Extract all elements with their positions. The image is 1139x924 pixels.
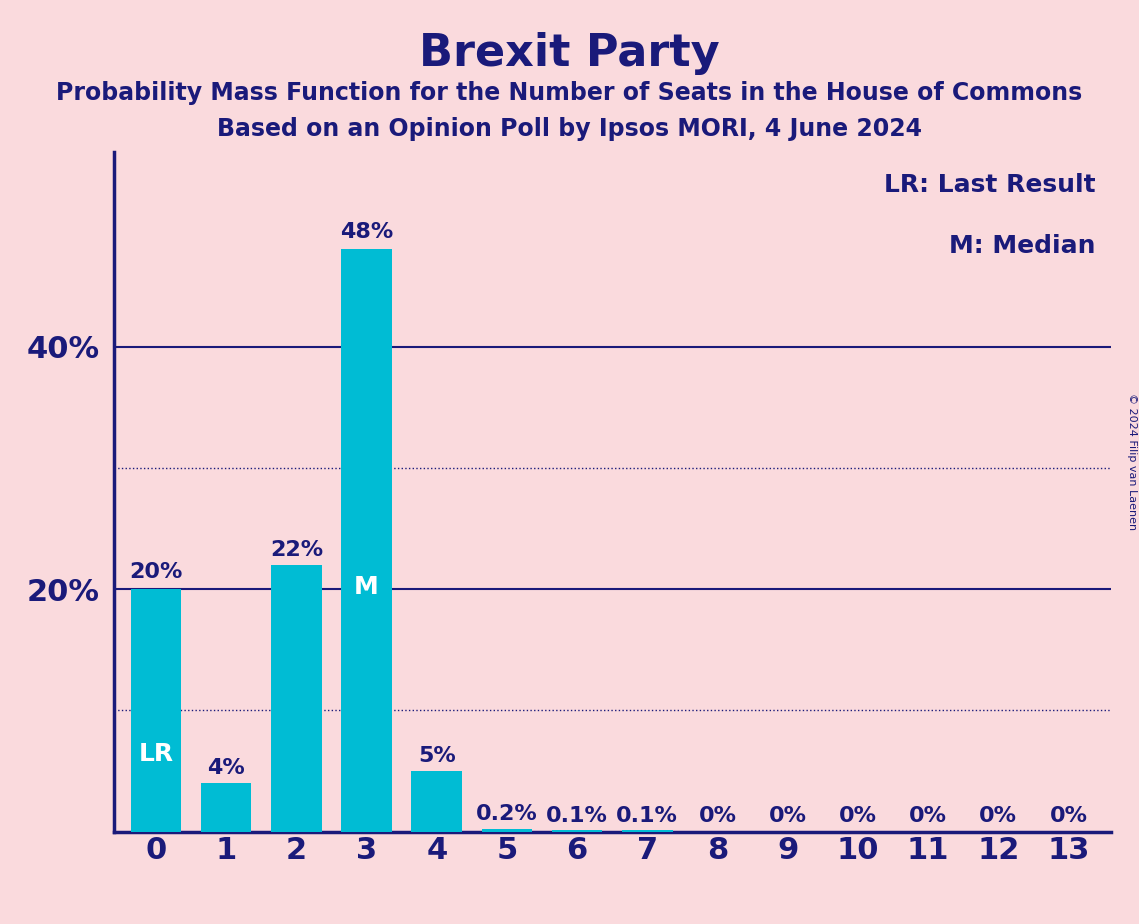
Bar bbox=[552, 831, 603, 832]
Text: 0.2%: 0.2% bbox=[476, 804, 538, 824]
Bar bbox=[622, 831, 672, 832]
Text: Brexit Party: Brexit Party bbox=[419, 32, 720, 76]
Text: 20%: 20% bbox=[130, 562, 182, 582]
Text: 48%: 48% bbox=[339, 222, 393, 242]
Text: M: M bbox=[354, 575, 379, 599]
Bar bbox=[200, 784, 252, 832]
Text: 22%: 22% bbox=[270, 540, 323, 560]
Text: 0%: 0% bbox=[909, 806, 947, 825]
Bar bbox=[131, 590, 181, 832]
Bar bbox=[411, 771, 462, 832]
Text: 5%: 5% bbox=[418, 746, 456, 766]
Bar bbox=[342, 249, 392, 832]
Text: 0%: 0% bbox=[1049, 806, 1088, 825]
Text: 0%: 0% bbox=[980, 806, 1017, 825]
Text: Based on an Opinion Poll by Ipsos MORI, 4 June 2024: Based on an Opinion Poll by Ipsos MORI, … bbox=[218, 117, 921, 141]
Text: 0%: 0% bbox=[698, 806, 737, 825]
Text: 0%: 0% bbox=[769, 806, 806, 825]
Text: 0.1%: 0.1% bbox=[616, 806, 678, 825]
Text: LR: LR bbox=[139, 742, 173, 766]
Text: 4%: 4% bbox=[207, 759, 245, 778]
Bar bbox=[482, 829, 532, 832]
Text: M: Median: M: Median bbox=[949, 234, 1096, 258]
Text: LR: Last Result: LR: Last Result bbox=[884, 173, 1096, 197]
Text: 0%: 0% bbox=[838, 806, 877, 825]
Text: © 2024 Filip van Laenen: © 2024 Filip van Laenen bbox=[1126, 394, 1137, 530]
Text: Probability Mass Function for the Number of Seats in the House of Commons: Probability Mass Function for the Number… bbox=[56, 81, 1083, 105]
Text: 0.1%: 0.1% bbox=[547, 806, 608, 825]
Bar bbox=[271, 565, 321, 832]
